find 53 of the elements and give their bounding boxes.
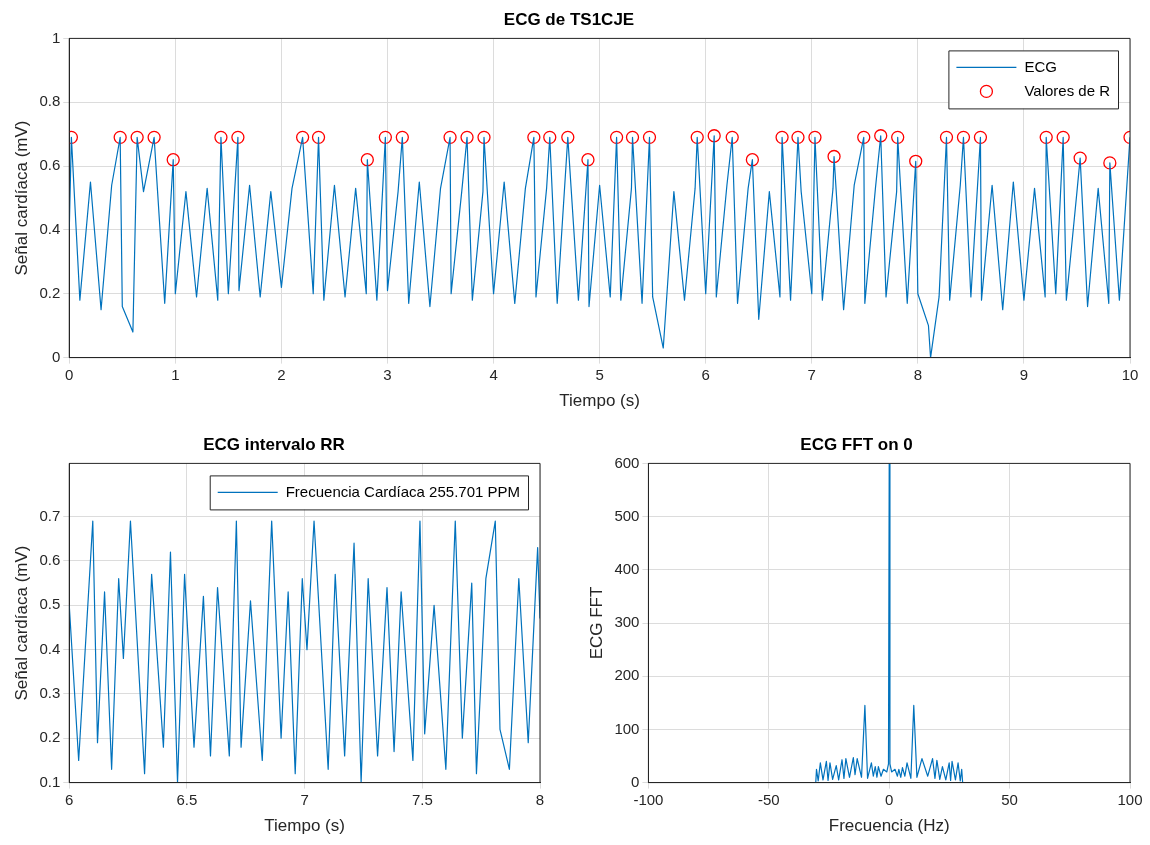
y-axis-title: Señal cardíaca (mV) [11,545,31,701]
legend-label: Valores de R [1024,81,1111,99]
x-tick-label: 3 [383,365,392,383]
x-axis-title: Frecuencia (Hz) [828,816,950,836]
y-tick-label: 500 [614,506,640,524]
chart-title: ECG intervalo RR [203,434,345,454]
x-tick-label: 100 [1117,790,1143,808]
x-tick-label: 6 [701,365,710,383]
y-tick-label: 0.6 [39,156,61,174]
x-tick-label: 7.5 [411,790,433,808]
y-axis-title: ECG FFT [586,586,606,660]
y-tick-label: 200 [614,666,640,684]
y-tick-label: 0.1 [39,772,61,790]
x-axis-title: Tiempo (s) [264,816,345,836]
x-tick-label: 5 [595,365,604,383]
x-tick-label: 9 [1019,365,1029,383]
x-tick-label: 0 [65,365,74,383]
x-tick-label: 7 [300,790,309,808]
y-tick-label: 0.5 [39,595,61,613]
y-tick-label: 0.6 [39,551,61,569]
y-tick-label: 400 [614,559,640,577]
x-tick-label: 8 [913,365,923,383]
x-tick-label: 50 [1001,790,1018,808]
x-tick-label: 7 [807,365,816,383]
x-tick-label: 1 [171,365,180,383]
chart-title: ECG de TS1CJE [503,9,635,29]
y-tick-label: 600 [614,453,640,471]
y-tick-label: 0.2 [39,728,61,746]
y-tick-label: 0.4 [39,220,61,238]
y-tick-label: 1 [51,28,61,46]
y-tick-label: 0.3 [39,684,61,702]
y-tick-label: 0 [631,772,640,790]
legend-label: Frecuencia Cardíaca 255.701 PPM [285,482,520,500]
x-axis-title: Tiempo (s) [559,391,640,411]
y-tick-label: 0 [51,347,61,365]
y-tick-label: 0.8 [39,92,61,110]
x-tick-label: 6.5 [176,790,198,808]
x-tick-label: 8 [535,790,545,808]
x-tick-label: -100 [633,790,664,808]
x-tick-label: 6 [65,790,74,808]
y-tick-label: 300 [614,613,640,631]
x-tick-label: 2 [277,365,286,383]
y-tick-label: 0.4 [39,639,61,657]
x-tick-label: 0 [885,790,894,808]
chart-title: ECG FFT on 0 [800,434,913,454]
y-tick-label: 0.2 [39,283,61,301]
x-tick-label: 4 [489,365,498,383]
y-axis-title: Señal cardíaca (mV) [11,120,31,276]
y-tick-label: 0.7 [39,506,61,524]
y-tick-label: 100 [614,719,640,737]
x-tick-label: 10 [1121,365,1139,383]
x-tick-label: -50 [757,790,780,808]
legend-label: ECG [1024,57,1057,75]
